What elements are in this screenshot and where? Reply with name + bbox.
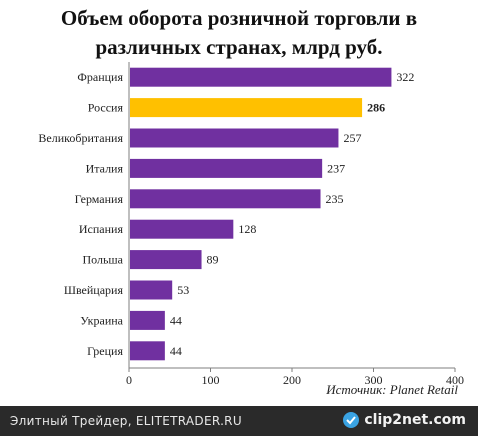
value-label: 53 (177, 283, 189, 297)
clip2net-brand[interactable]: clip2net.com (342, 411, 466, 429)
bar (130, 310, 165, 330)
chart-title-line-1: Объем оборота розничной торговли в (60, 6, 418, 30)
category-label: Греция (87, 344, 123, 358)
bar (130, 189, 321, 209)
value-label: 322 (396, 70, 414, 84)
footer-bar: Элитный Трейдер, ELITETRADER.RU clip2net… (0, 406, 478, 436)
bar (130, 219, 234, 239)
bar (130, 98, 363, 118)
chart-title-line-2: различных странах, млрд руб. (95, 35, 383, 59)
x-tick-label: 0 (126, 373, 132, 387)
value-label: 286 (367, 101, 385, 115)
category-label: Швейцария (64, 283, 124, 297)
value-label: 89 (207, 253, 219, 267)
category-label: Испания (79, 222, 124, 236)
bar (130, 158, 323, 178)
bar (130, 341, 165, 361)
x-tick-label: 300 (365, 373, 383, 387)
x-tick-label: 200 (283, 373, 301, 387)
chart-area: Объем оборота розничной торговли в разли… (38, 6, 464, 397)
bar (130, 250, 202, 270)
bar-chart-plot: 0 100 200 300 400 Франция 322 Россия 286 Великобр… (38, 62, 464, 387)
bar (130, 280, 173, 300)
value-label: 128 (238, 222, 256, 236)
category-label: Германия (75, 192, 124, 206)
category-label: Италия (86, 161, 124, 175)
value-label: 235 (326, 192, 344, 206)
clip-icon (343, 412, 360, 428)
value-label: 44 (170, 313, 182, 327)
bar (130, 67, 392, 87)
value-label: 257 (343, 131, 361, 145)
category-label: Великобритания (38, 131, 123, 145)
value-label: 44 (170, 344, 182, 358)
source-note: Источник: Planet Retail (326, 382, 458, 397)
category-label: Россия (88, 101, 124, 115)
category-label: Польша (82, 253, 123, 267)
category-label: Украина (80, 313, 123, 327)
brand-text: clip2net.com (364, 412, 466, 428)
value-label: 237 (327, 161, 345, 175)
footer-text: Элитный Трейдер, ELITETRADER.RU (10, 414, 242, 428)
x-tick-label: 100 (202, 373, 220, 387)
bar (130, 128, 339, 148)
category-label: Франция (77, 70, 123, 84)
x-tick-label: 400 (446, 373, 464, 387)
